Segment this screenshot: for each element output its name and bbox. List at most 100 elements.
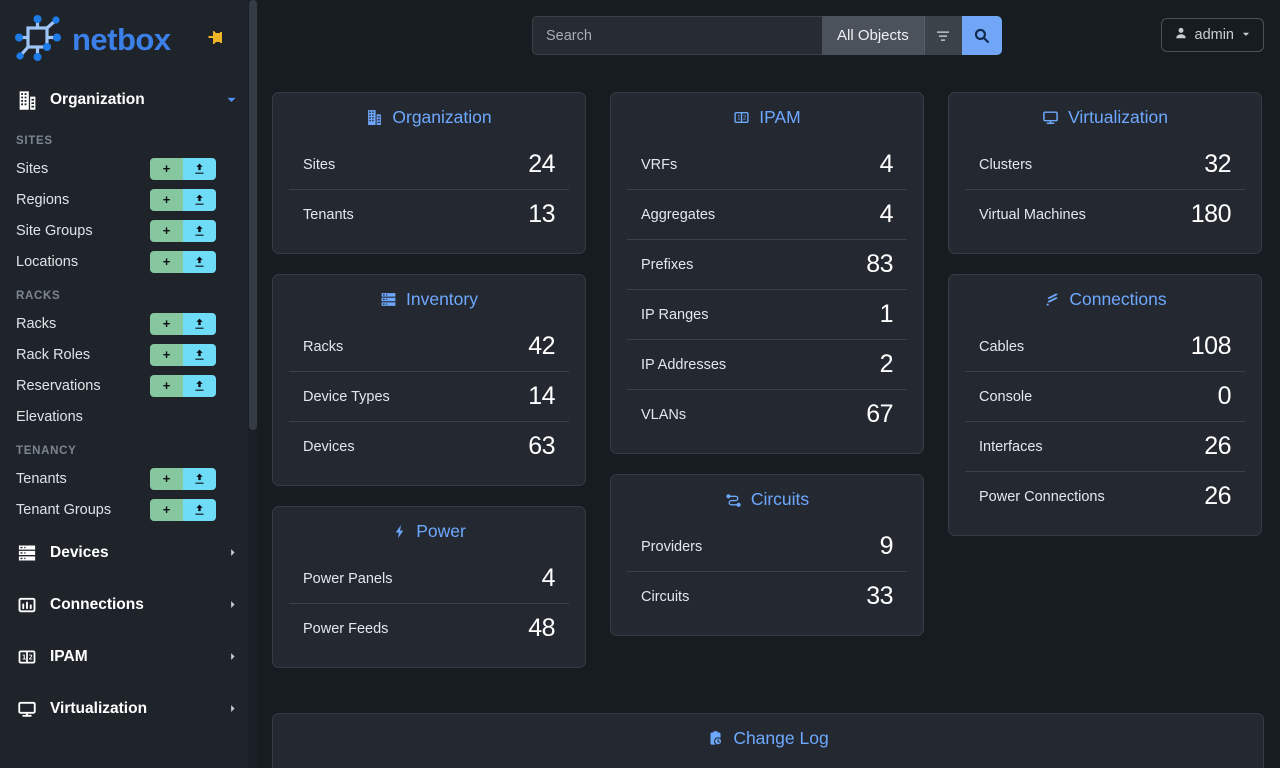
add-site-groups-button[interactable]: + xyxy=(150,219,183,242)
stat-row[interactable]: VRFs 4 xyxy=(627,140,907,189)
sidebar-item-locations[interactable]: Locations + xyxy=(0,246,258,277)
panel-circuits: Circuits Providers 9 Circuits 33 xyxy=(610,474,924,636)
stat-label: Power Panels xyxy=(303,570,393,587)
ipam-icon: 1 2 xyxy=(733,109,750,126)
add-regions-button[interactable]: + xyxy=(150,188,183,211)
sidebar-item-label: Tenant Groups xyxy=(16,501,112,518)
stat-value: 26 xyxy=(1204,432,1231,460)
sidebar-item-elevations[interactable]: Elevations xyxy=(0,401,258,432)
stat-row[interactable]: Providers 9 xyxy=(627,522,907,571)
sidebar-group-virtualization[interactable]: Virtualization xyxy=(0,687,258,731)
stat-value: 33 xyxy=(866,582,893,610)
add-sites-button[interactable]: + xyxy=(150,157,183,180)
panel-organization: Organization Sites 24 Tenants 13 xyxy=(272,92,586,254)
stat-row[interactable]: Circuits 33 xyxy=(627,571,907,621)
search-button[interactable] xyxy=(961,16,1002,55)
add-racks-button[interactable]: + xyxy=(150,312,183,335)
sidebar-item-reservations[interactable]: Reservations + xyxy=(0,370,258,401)
import-reservations-button[interactable] xyxy=(183,374,216,397)
sidebar-item-rack-roles[interactable]: Rack Roles + xyxy=(0,339,258,370)
filter-icon[interactable] xyxy=(923,16,962,55)
import-racks-button[interactable] xyxy=(183,312,216,335)
sidebar-heading-tenancy: TENANCY xyxy=(16,445,77,457)
search-input[interactable] xyxy=(532,16,822,55)
search-bar: All Objects xyxy=(532,16,1002,55)
stat-label: VLANs xyxy=(641,406,687,423)
sidebar-item-site-groups[interactable]: Site Groups + xyxy=(0,215,258,246)
stat-row[interactable]: Power Connections 26 xyxy=(965,471,1245,521)
panel-virtualization-rows: Clusters 32 Virtual Machines 180 xyxy=(949,140,1261,239)
panel-power-header[interactable]: Power xyxy=(273,507,585,554)
stat-row[interactable]: Prefixes 83 xyxy=(627,239,907,289)
stat-value: 9 xyxy=(879,532,894,560)
add-reservations-button[interactable]: + xyxy=(150,374,183,397)
sidebar-heading-racks: RACKS xyxy=(16,290,61,302)
panel-connections-header[interactable]: Connections xyxy=(949,275,1261,322)
sidebar-group-devices[interactable]: Devices xyxy=(0,531,258,575)
stat-row[interactable]: Sites 24 xyxy=(289,140,569,189)
stat-value: 0 xyxy=(1217,382,1232,410)
panel-changelog-header[interactable]: Change Log xyxy=(273,714,1263,761)
sidebar-scrollbar[interactable] xyxy=(248,0,258,768)
sidebar-scrollbar-thumb[interactable] xyxy=(249,0,257,430)
import-tenant-groups-button[interactable] xyxy=(183,498,216,521)
sidebar-group-connections[interactable]: Connections xyxy=(0,583,258,627)
stat-row[interactable]: Tenants 13 xyxy=(289,189,569,239)
stat-row[interactable]: Power Panels 4 xyxy=(289,554,569,603)
stat-row[interactable]: Virtual Machines 180 xyxy=(965,189,1245,239)
import-regions-button[interactable] xyxy=(183,188,216,211)
sidebar-group-label: Devices xyxy=(50,544,109,561)
sidebar-item-tenants[interactable]: Tenants + xyxy=(0,463,258,494)
panel-virtualization-header[interactable]: Virtualization xyxy=(949,93,1261,140)
person-icon xyxy=(1174,26,1188,44)
stat-value: 4 xyxy=(879,150,894,178)
stat-value: 1 xyxy=(879,300,894,328)
add-tenant-groups-button[interactable]: + xyxy=(150,498,183,521)
stat-row[interactable]: Aggregates 4 xyxy=(627,189,907,239)
panel-virtualization: Virtualization Clusters 32 Virtual Machi… xyxy=(948,92,1262,254)
sidebar-group-label: IPAM xyxy=(50,648,88,665)
stat-label: Cables xyxy=(979,338,1025,355)
panel-circuits-header[interactable]: Circuits xyxy=(611,475,923,522)
search-scope-selector[interactable]: All Objects xyxy=(822,16,924,55)
stat-value: 180 xyxy=(1190,200,1232,228)
import-locations-button[interactable] xyxy=(183,250,216,273)
sidebar-item-racks[interactable]: Racks + xyxy=(0,308,258,339)
import-rack-roles-button[interactable] xyxy=(183,343,216,366)
sidebar-actions: + xyxy=(150,250,216,273)
stat-row[interactable]: Clusters 32 xyxy=(965,140,1245,189)
user-menu-button[interactable]: admin xyxy=(1160,18,1264,52)
panel-ipam-header[interactable]: 1 2 IPAM xyxy=(611,93,923,140)
stat-label: Aggregates xyxy=(641,206,716,223)
monitor-icon xyxy=(16,698,38,720)
sidebar-group-ipam[interactable]: 1 2 IPAM xyxy=(0,635,258,679)
panel-organization-header[interactable]: Organization xyxy=(273,93,585,140)
stat-row[interactable]: Racks 42 xyxy=(289,322,569,371)
user-menu-label: admin xyxy=(1194,27,1235,43)
stat-row[interactable]: Device Types 14 xyxy=(289,371,569,421)
stat-label: Power Connections xyxy=(979,488,1105,505)
sidebar-group-organization[interactable]: Organization xyxy=(0,78,258,122)
sidebar-item-regions[interactable]: Regions + xyxy=(0,184,258,215)
import-tenants-button[interactable] xyxy=(183,467,216,490)
stat-row[interactable]: Interfaces 26 xyxy=(965,421,1245,471)
sidebar-item-sites[interactable]: Sites + xyxy=(0,153,258,184)
add-tenants-button[interactable]: + xyxy=(150,467,183,490)
sidebar-item-tenant-groups[interactable]: Tenant Groups + xyxy=(0,494,258,525)
import-site-groups-button[interactable] xyxy=(183,219,216,242)
add-locations-button[interactable]: + xyxy=(150,250,183,273)
brand[interactable]: netbox xyxy=(0,0,258,78)
stat-row[interactable]: IP Ranges 1 xyxy=(627,289,907,339)
stat-row[interactable]: Devices 63 xyxy=(289,421,569,471)
stat-row[interactable]: VLANs 67 xyxy=(627,389,907,439)
add-rack-roles-button[interactable]: + xyxy=(150,343,183,366)
import-sites-button[interactable] xyxy=(183,157,216,180)
stat-label: Circuits xyxy=(641,588,690,605)
panel-organization-rows: Sites 24 Tenants 13 xyxy=(273,140,585,239)
stat-row[interactable]: Cables 108 xyxy=(965,322,1245,371)
panel-inventory-header[interactable]: Inventory xyxy=(273,275,585,322)
stat-row[interactable]: Power Feeds 48 xyxy=(289,603,569,653)
stat-row[interactable]: Console 0 xyxy=(965,371,1245,421)
pin-icon[interactable] xyxy=(208,29,224,49)
stat-row[interactable]: IP Addresses 2 xyxy=(627,339,907,389)
